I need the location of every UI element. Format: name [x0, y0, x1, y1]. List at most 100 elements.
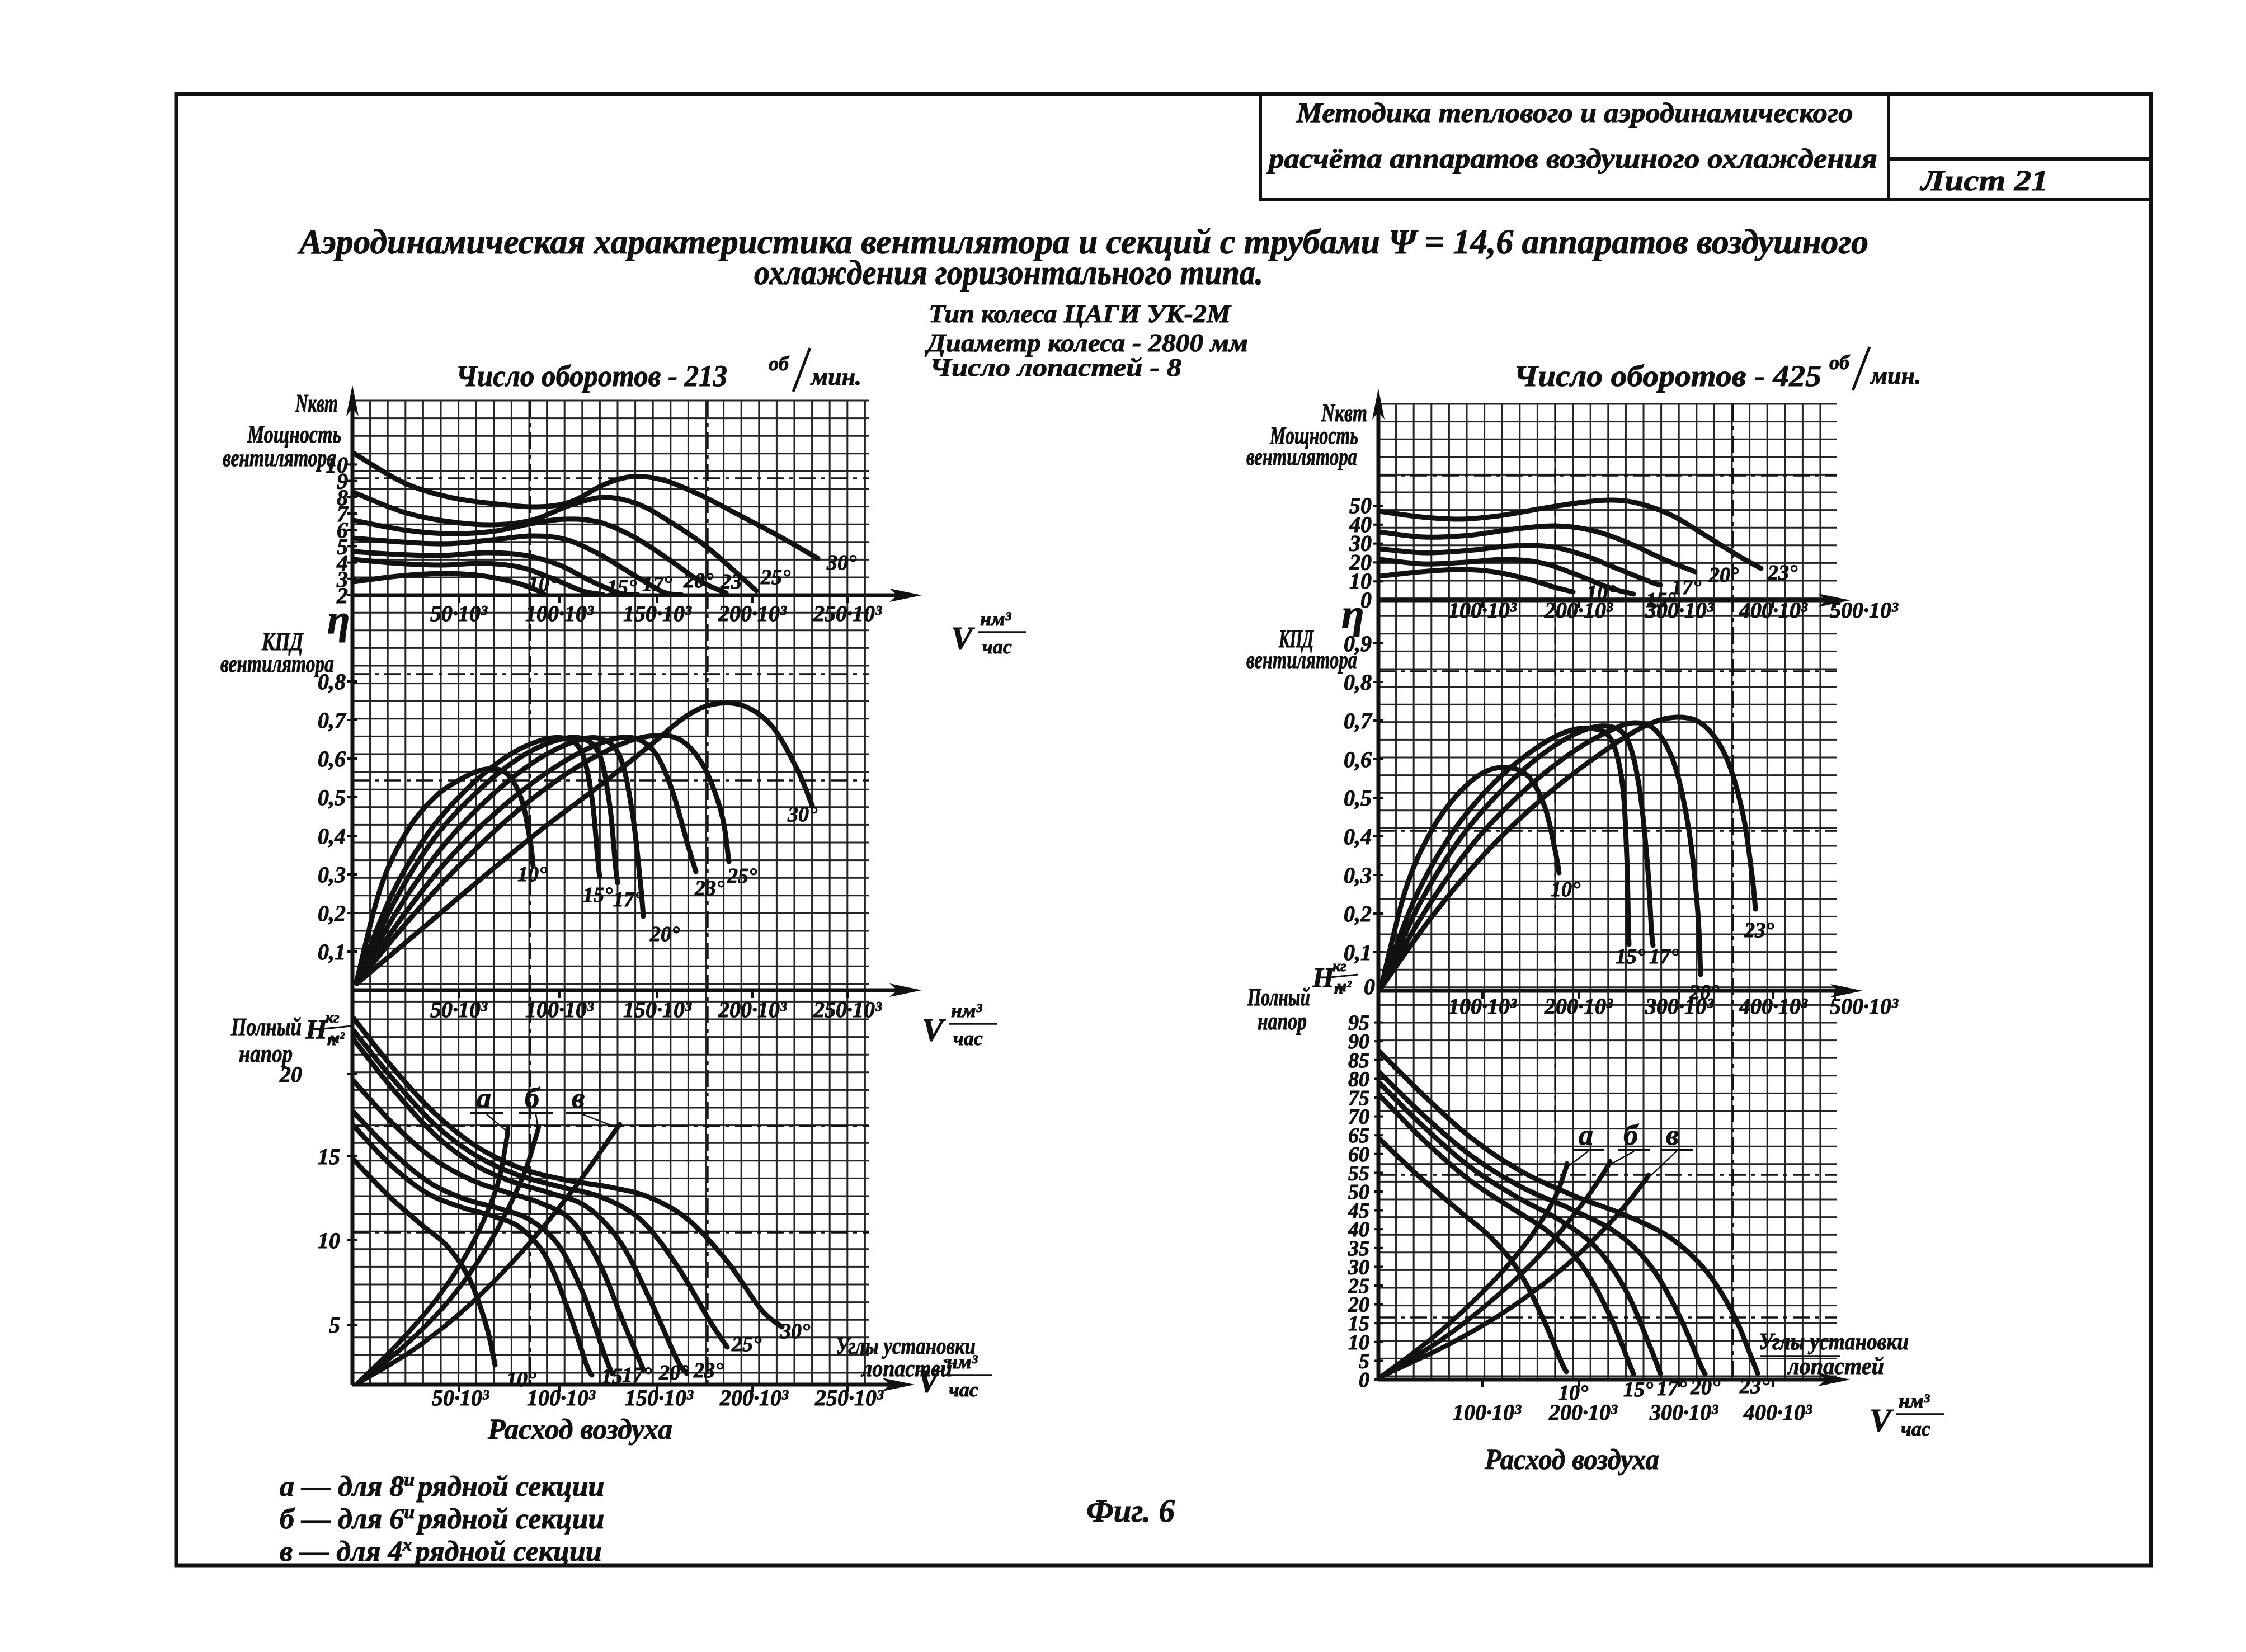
svg-text:в: в [572, 1082, 585, 1114]
svg-text:15°: 15° [583, 883, 613, 907]
svg-text:Фиг. 6: Фиг. 6 [1086, 1493, 1175, 1529]
svg-text:30°: 30° [787, 803, 817, 826]
svg-text:Углы установки: Углы установки [1759, 1329, 1909, 1355]
svg-text:час: час [953, 1027, 983, 1049]
svg-text:б: б [525, 1082, 540, 1114]
svg-text:150·10³: 150·10³ [625, 1385, 694, 1410]
svg-text:Число оборотов - 213: Число оборотов - 213 [456, 359, 727, 393]
svg-text:15°: 15° [607, 576, 637, 599]
svg-text:Тип колеса ЦАГИ УК-2М: Тип колеса ЦАГИ УК-2М [929, 299, 1232, 328]
svg-text:нм³: нм³ [951, 999, 983, 1022]
svg-text:10°: 10° [528, 572, 558, 596]
svg-text:30: 30 [1349, 531, 1372, 556]
svg-text:20: 20 [279, 1062, 302, 1087]
svg-text:20°: 20° [1690, 1376, 1720, 1399]
svg-text:0,3: 0,3 [318, 862, 346, 887]
svg-text:б: б [1623, 1119, 1639, 1151]
svg-text:17°: 17° [642, 572, 672, 596]
svg-text:30: 30 [1348, 1255, 1369, 1279]
svg-text:Nквт: Nквт [1321, 398, 1367, 427]
svg-text:400·10³: 400·10³ [1743, 1400, 1812, 1425]
svg-text:20°: 20° [658, 1361, 689, 1385]
svg-text:10: 10 [1348, 1331, 1369, 1354]
svg-text:40: 40 [1349, 512, 1372, 537]
svg-text:35: 35 [1348, 1237, 1369, 1260]
svg-text:23: 23 [720, 570, 742, 594]
svg-text:5: 5 [337, 534, 348, 559]
svg-text:0: 0 [1364, 974, 1375, 999]
svg-text:200·10³: 200·10³ [718, 997, 787, 1022]
svg-text:об: об [1829, 351, 1851, 374]
svg-text:0,6: 0,6 [1344, 747, 1372, 772]
svg-text:0,2: 0,2 [1344, 901, 1372, 926]
svg-text:Число лопастей - 8: Число лопастей - 8 [930, 353, 1181, 382]
svg-text:50: 50 [1349, 493, 1372, 518]
svg-text:25°: 25° [760, 566, 790, 589]
svg-text:а: а [477, 1082, 491, 1114]
svg-text:250·10³: 250·10³ [813, 601, 882, 626]
svg-text:7: 7 [337, 501, 349, 526]
svg-text:0,5: 0,5 [1344, 785, 1372, 811]
svg-text:17°: 17° [1657, 1377, 1687, 1400]
svg-text:50·10³: 50·10³ [430, 601, 488, 626]
svg-text:2: 2 [336, 583, 348, 608]
svg-text:90: 90 [1348, 1030, 1369, 1053]
svg-text:вентилятора: вентилятора [220, 650, 334, 677]
svg-text:вентилятора: вентилятора [223, 444, 336, 472]
svg-text:0,2: 0,2 [318, 901, 346, 926]
svg-text:η: η [327, 597, 350, 643]
svg-text:15°: 15° [1616, 945, 1645, 968]
svg-text:вентилятора: вентилятора [1246, 646, 1357, 674]
svg-text:6: 6 [337, 517, 348, 543]
svg-text:200·10³: 200·10³ [1548, 1400, 1618, 1425]
svg-text:15°: 15° [1646, 589, 1675, 612]
svg-text:10: 10 [318, 1228, 340, 1253]
svg-text:100·10³: 100·10³ [1453, 1400, 1522, 1425]
svg-text:η: η [1341, 591, 1364, 637]
svg-text:об: об [769, 352, 790, 375]
svg-text:150·10³: 150·10³ [623, 997, 692, 1022]
svg-text:150·10³: 150·10³ [623, 601, 692, 626]
svg-text:0,1: 0,1 [1344, 940, 1372, 965]
svg-text:0,5: 0,5 [318, 785, 346, 810]
svg-text:95: 95 [1348, 1011, 1369, 1035]
svg-text:0,3: 0,3 [1344, 863, 1372, 888]
svg-text:3: 3 [336, 567, 348, 592]
svg-text:4: 4 [336, 550, 348, 576]
svg-text:час: час [982, 636, 1012, 658]
svg-text:час: час [1901, 1418, 1930, 1440]
svg-text:75: 75 [1348, 1086, 1369, 1110]
svg-text:100·10³: 100·10³ [525, 601, 594, 626]
svg-text:кг: кг [1332, 958, 1346, 975]
svg-text:нм³: нм³ [1899, 1390, 1930, 1412]
svg-text:0,6: 0,6 [318, 746, 346, 771]
svg-text:23°: 23° [1739, 1375, 1769, 1398]
svg-text:час: час [949, 1378, 978, 1401]
svg-text:10: 10 [1349, 568, 1372, 594]
svg-text:50·10³: 50·10³ [432, 1385, 489, 1410]
svg-text:0: 0 [1359, 1368, 1369, 1392]
svg-text:Расход воздуха: Расход воздуха [1484, 1444, 1659, 1476]
svg-text:м²: м² [1335, 978, 1352, 995]
svg-text:15: 15 [318, 1144, 340, 1169]
svg-text:V: V [917, 1363, 941, 1399]
svg-text:Мощность: Мощность [1269, 422, 1358, 449]
svg-text:23°: 23° [693, 1359, 723, 1382]
svg-text:200·10³: 200·10³ [719, 1385, 789, 1410]
svg-text:60: 60 [1348, 1143, 1369, 1166]
svg-text:0,8: 0,8 [1344, 670, 1372, 695]
svg-text:10°: 10° [517, 863, 547, 886]
svg-text:лопастей: лопастей [1787, 1354, 1884, 1380]
svg-text:20°: 20° [683, 569, 713, 592]
svg-text:0,7: 0,7 [1344, 708, 1373, 733]
svg-text:10°: 10° [506, 1368, 536, 1391]
svg-text:15°: 15° [1623, 1378, 1653, 1401]
svg-text:5: 5 [329, 1312, 340, 1338]
svg-text:Hп: Hп [1312, 962, 1344, 997]
svg-text:10: 10 [326, 452, 348, 477]
svg-text:50: 50 [1348, 1180, 1369, 1204]
svg-text:Методика теплового и аэродинам: Методика теплового и аэродинамического [1296, 97, 1853, 128]
svg-text:80: 80 [1348, 1067, 1369, 1091]
svg-text:20: 20 [1349, 549, 1372, 575]
svg-text:20°: 20° [1689, 981, 1719, 1004]
